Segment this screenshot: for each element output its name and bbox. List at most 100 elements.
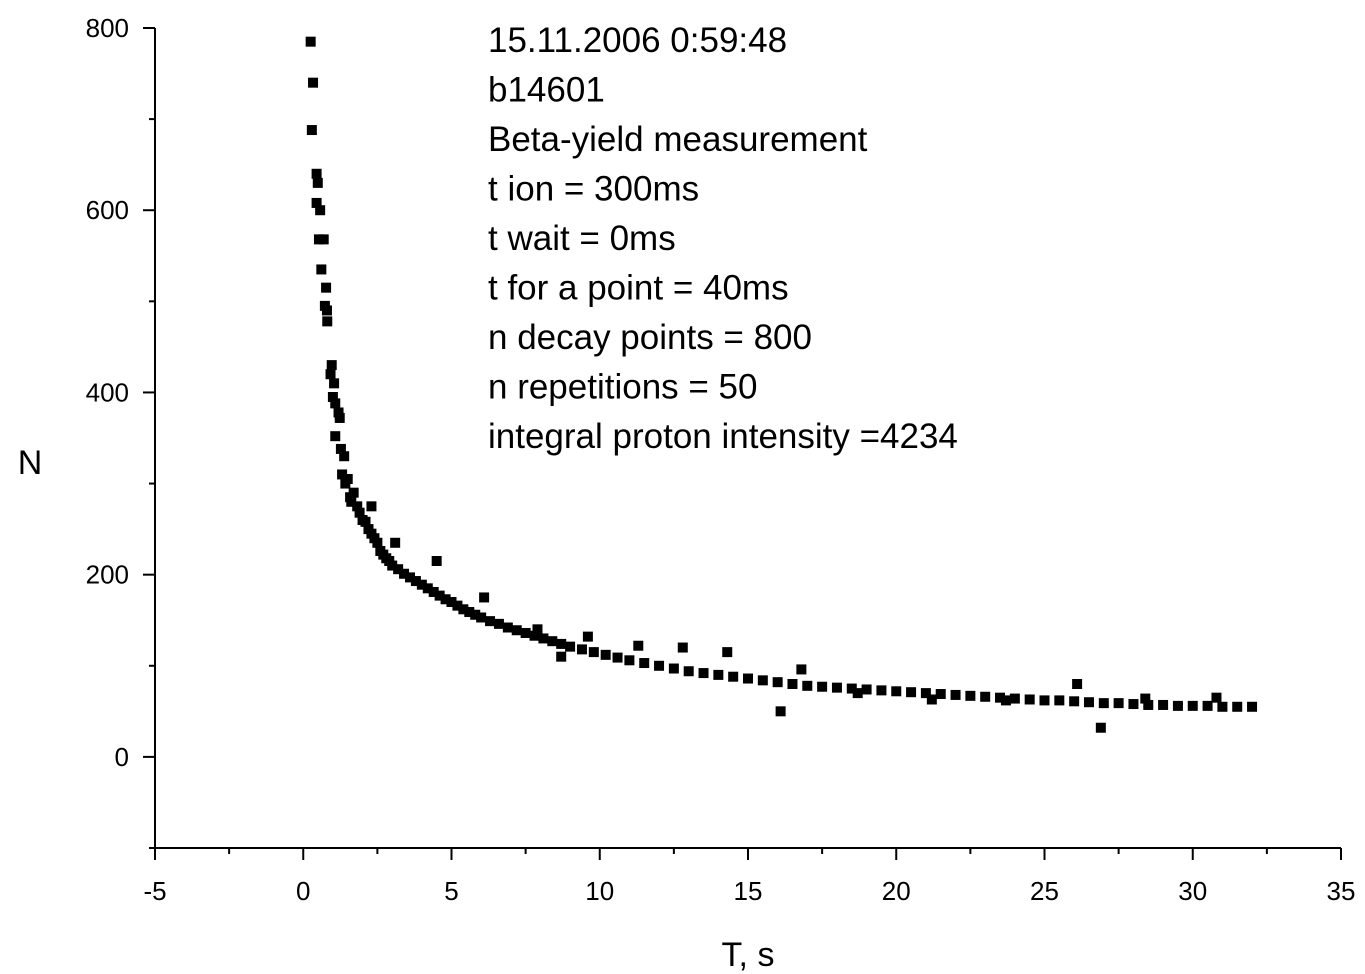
- data-point: [493, 618, 504, 629]
- data-point: [1247, 701, 1258, 712]
- data-point: [906, 687, 917, 698]
- annotation-line: b14601: [488, 71, 605, 110]
- data-point: [556, 638, 567, 649]
- data-point: [446, 597, 457, 607]
- data-point: [796, 664, 807, 675]
- data-point: [556, 651, 567, 662]
- data-point: [1039, 695, 1050, 706]
- data-point: [311, 197, 322, 208]
- data-point: [1072, 679, 1083, 689]
- data-point: [612, 652, 623, 663]
- data-point: [876, 685, 887, 696]
- data-point: [787, 679, 798, 689]
- data-point: [1211, 692, 1222, 703]
- data-point: [305, 36, 316, 47]
- data-point: [476, 612, 487, 623]
- x-tick-label: 35: [1327, 876, 1356, 906]
- data-point: [980, 691, 991, 702]
- data-point: [339, 451, 350, 462]
- y-tick-label: 200: [86, 560, 129, 590]
- data-point: [633, 640, 644, 651]
- data-point: [399, 568, 410, 579]
- data-point: [321, 282, 332, 293]
- data-point: [728, 671, 739, 682]
- data-point: [342, 474, 353, 484]
- annotation-block: 15.11.2006 0:59:48 b14601 Beta-yield measu…: [488, 21, 958, 456]
- data-point: [431, 556, 442, 566]
- data-point: [485, 616, 496, 627]
- data-point: [683, 666, 694, 677]
- data-point: [802, 680, 813, 691]
- data-point: [352, 501, 363, 512]
- data-point: [372, 537, 383, 548]
- data-point: [1202, 700, 1213, 711]
- x-tick-label: 20: [882, 876, 911, 906]
- data-point: [995, 692, 1006, 703]
- data-point: [354, 507, 365, 518]
- x-tick-label: 25: [1030, 876, 1059, 906]
- data-point: [422, 583, 433, 594]
- data-point: [1000, 695, 1011, 706]
- data-point: [891, 686, 902, 697]
- data-point: [325, 369, 336, 380]
- data-point: [600, 649, 611, 660]
- data-point: [416, 579, 427, 590]
- data-point: [582, 631, 593, 642]
- data-point: [1187, 700, 1198, 711]
- data-point: [775, 706, 786, 717]
- x-tick-label: -5: [143, 876, 166, 906]
- data-point: [1083, 697, 1094, 708]
- data-point: [1113, 698, 1124, 709]
- data-point: [654, 660, 665, 671]
- y-axis-label: N: [18, 444, 43, 482]
- data-point: [1158, 699, 1169, 710]
- x-axis-label: T, s: [722, 936, 775, 974]
- x-tick-label: 0: [296, 876, 310, 906]
- data-point: [1095, 722, 1106, 733]
- data-point: [547, 636, 558, 647]
- data-point: [743, 673, 753, 684]
- data-point: [852, 688, 863, 699]
- data-point: [757, 675, 768, 686]
- data-point: [308, 77, 319, 88]
- data-point: [479, 592, 490, 603]
- data-point: [1009, 693, 1020, 704]
- data-point: [337, 469, 348, 480]
- data-point: [677, 642, 688, 653]
- data-point: [639, 658, 650, 669]
- data-point: [335, 443, 346, 454]
- data-point: [327, 392, 338, 402]
- y-ticks: 0 200 400 600 800: [86, 13, 155, 849]
- data-point: [565, 641, 576, 652]
- data-point: [333, 407, 344, 418]
- data-point: [846, 683, 857, 694]
- annotation-line: integral proton intensity =4234: [488, 417, 958, 456]
- data-point: [326, 360, 337, 371]
- data-point: [452, 600, 463, 611]
- data-point: [520, 627, 531, 638]
- data-point: [434, 590, 445, 601]
- data-point: [318, 234, 329, 245]
- data-point: [1069, 696, 1080, 707]
- annotation-line: Beta-yield measurement: [488, 120, 868, 159]
- data-point: [315, 205, 326, 216]
- annotation-line: n repetitions = 50: [488, 368, 758, 407]
- data-point: [576, 644, 587, 655]
- data-point: [538, 633, 549, 644]
- data-point: [502, 622, 513, 633]
- data-point: [926, 694, 937, 705]
- data-point: [713, 669, 724, 680]
- data-point: [360, 516, 371, 527]
- data-point: [1172, 700, 1183, 711]
- data-point: [440, 594, 451, 605]
- data-point: [831, 682, 842, 693]
- data-point: [390, 537, 401, 548]
- annotation-line: t wait = 0ms: [488, 219, 676, 258]
- data-point: [410, 576, 421, 587]
- y-tick-label: 600: [86, 195, 129, 225]
- data-point: [470, 609, 481, 620]
- data-point: [428, 586, 439, 597]
- data-point: [722, 647, 733, 658]
- data-point: [458, 604, 469, 615]
